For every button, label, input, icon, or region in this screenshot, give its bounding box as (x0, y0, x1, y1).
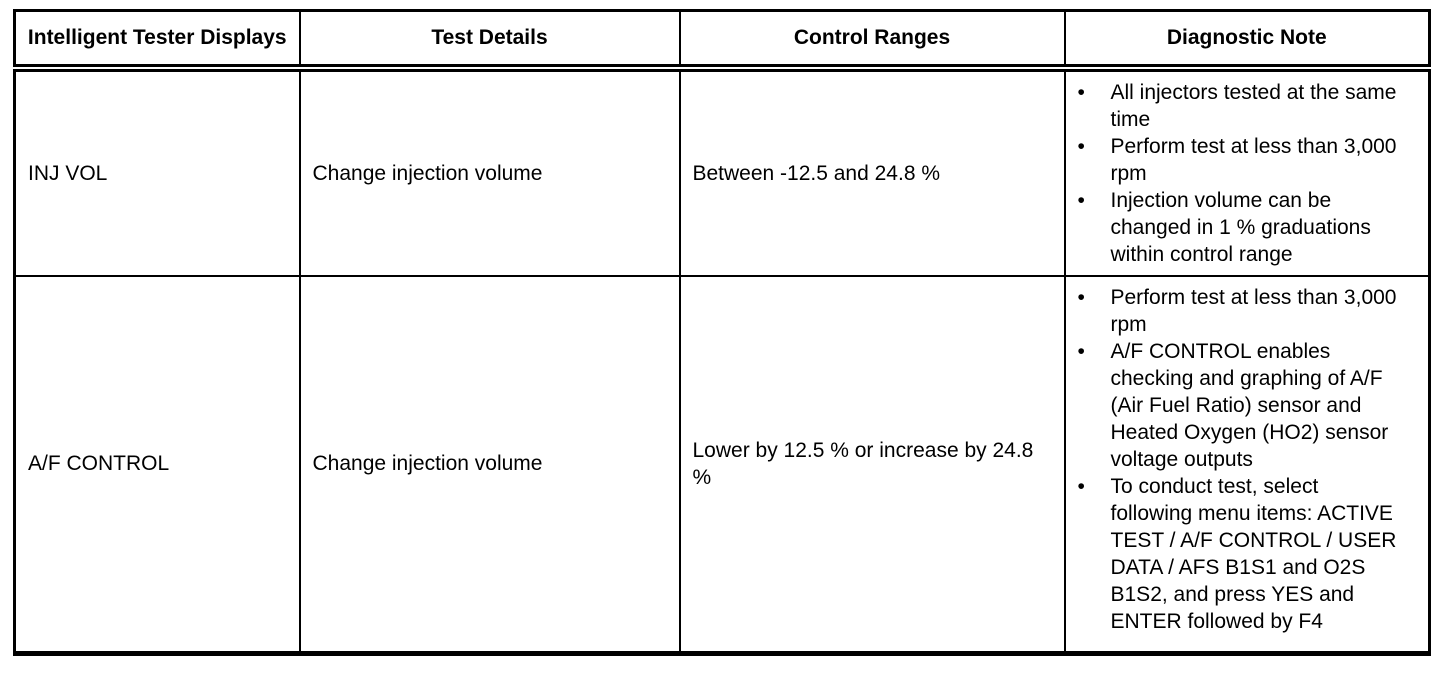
display-cell: INJ VOL (13, 66, 301, 277)
diagnostic-table: Intelligent Tester Displays Test Details… (13, 9, 1431, 656)
note-item: • Injection volume can be changed in 1 %… (1078, 187, 1421, 268)
bullet-icon: • (1077, 134, 1085, 158)
control-range-cell: Between -12.5 and 24.8 % (678, 66, 1066, 277)
note-item: • Perform test at less than 3,000 rpm (1078, 133, 1421, 187)
display-cell: A/F CONTROL (13, 274, 301, 655)
diagnostic-note-cell: • All injectors tested at the same time … (1063, 66, 1431, 277)
column-header-control-ranges: Control Ranges (678, 9, 1066, 72)
note-item: • A/F CONTROL enables checking and graph… (1078, 338, 1421, 473)
test-details-cell: Change injection volume (298, 274, 681, 655)
table-row-inj-vol: INJ VOL Change injection volume Between … (13, 66, 1431, 277)
column-header-diagnostic-note: Diagnostic Note (1063, 9, 1431, 72)
bullet-icon: • (1077, 339, 1085, 363)
control-range-cell: Lower by 12.5 % or increase by 24.8 % (678, 274, 1066, 655)
bullet-icon: • (1077, 188, 1085, 212)
note-item: • Perform test at less than 3,000 rpm (1078, 284, 1421, 338)
note-item: • All injectors tested at the same time (1078, 79, 1421, 133)
table-row-af-control: A/F CONTROL Change injection volume Lowe… (13, 274, 1431, 655)
note-text: Perform test at less than 3,000 rpm (1110, 285, 1397, 336)
bullet-icon: • (1077, 80, 1085, 104)
note-item: • To conduct test, select following menu… (1078, 473, 1421, 635)
table-header-row: Intelligent Tester Displays Test Details… (13, 9, 1431, 72)
diagnostic-note-cell: • Perform test at less than 3,000 rpm • … (1063, 274, 1431, 655)
note-text: A/F CONTROL enables checking and graphin… (1110, 339, 1389, 471)
test-details-cell: Change injection volume (298, 66, 681, 277)
note-text: Perform test at less than 3,000 rpm (1110, 134, 1397, 185)
bullet-icon: • (1077, 474, 1085, 498)
column-header-intelligent-tester-displays: Intelligent Tester Displays (13, 9, 301, 72)
note-text: Injection volume can be changed in 1 % g… (1110, 188, 1371, 266)
column-header-test-details: Test Details (298, 9, 681, 72)
note-text: All injectors tested at the same time (1110, 80, 1397, 131)
note-text: To conduct test, select following menu i… (1110, 474, 1397, 633)
bullet-icon: • (1077, 285, 1085, 309)
